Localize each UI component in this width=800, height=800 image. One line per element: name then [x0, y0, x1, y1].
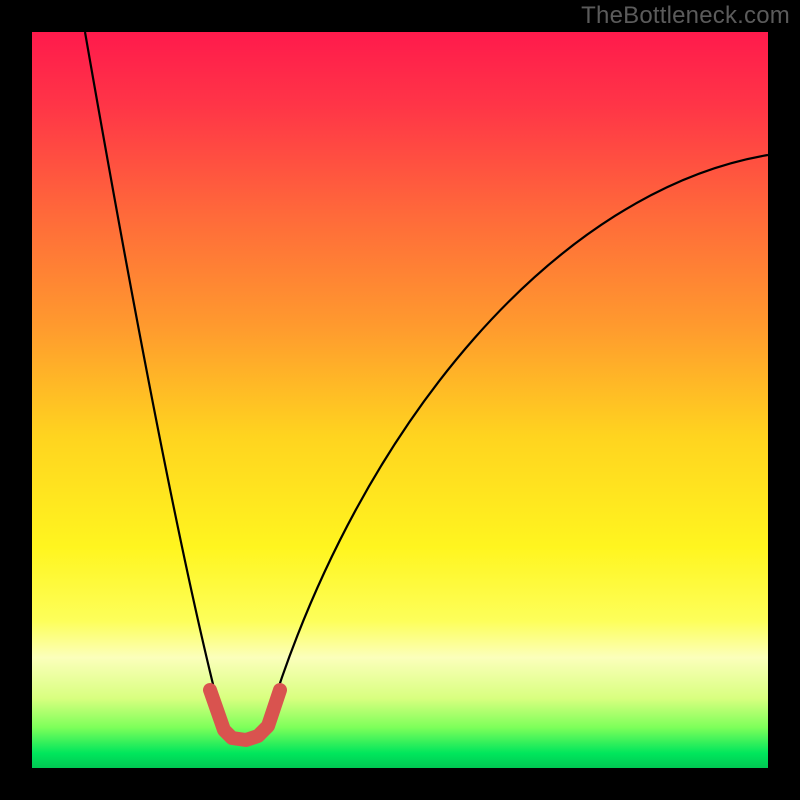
gradient-background: [32, 32, 768, 768]
chart-svg: [0, 0, 800, 800]
chart-stage: TheBottleneck.com: [0, 0, 800, 800]
watermark-text: TheBottleneck.com: [581, 2, 790, 30]
